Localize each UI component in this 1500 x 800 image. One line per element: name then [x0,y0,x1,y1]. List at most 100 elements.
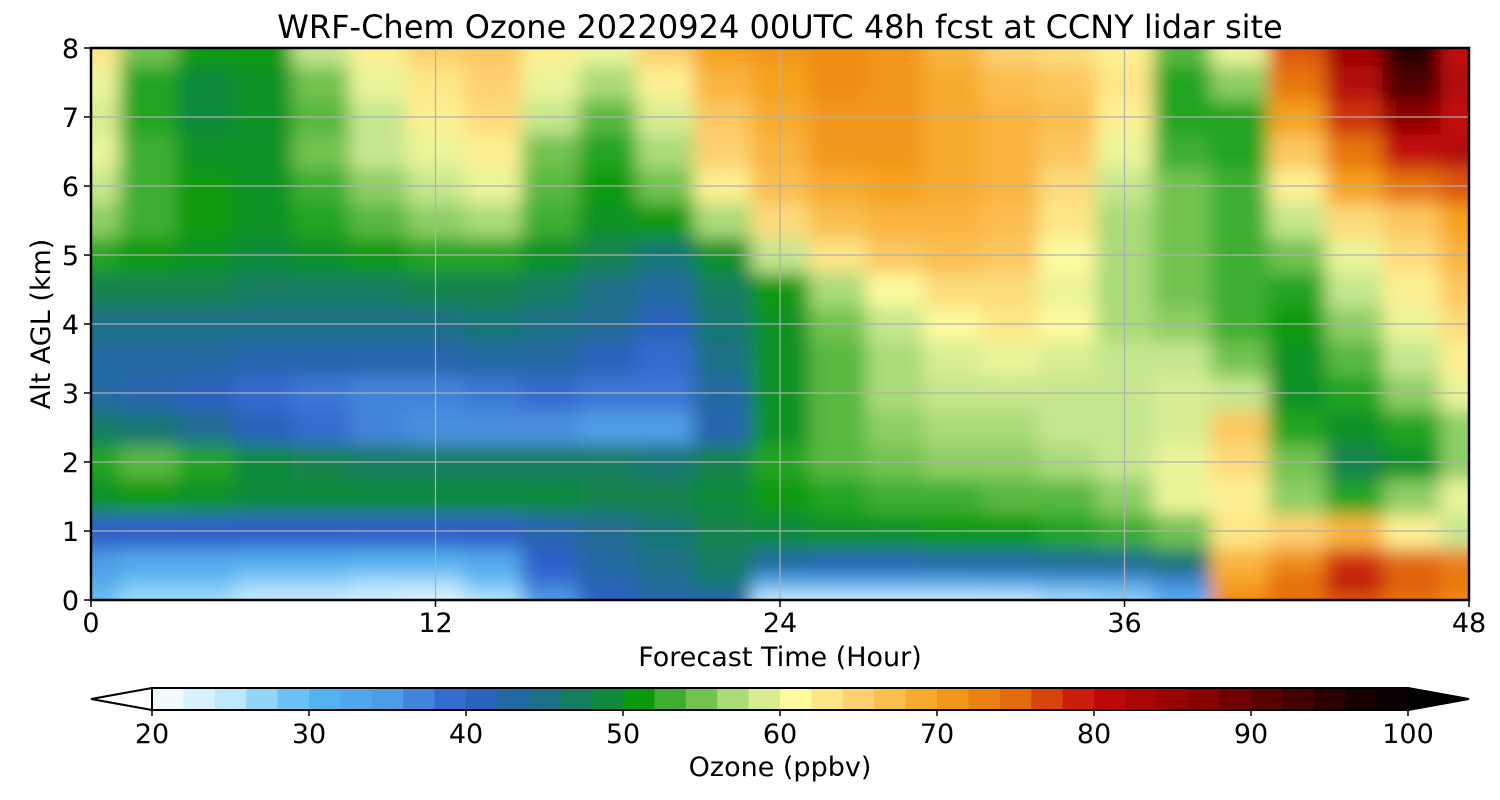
ozone-cell [119,548,178,575]
ozone-cell [119,134,178,170]
colorbar-band [717,688,749,710]
ozone-cell [1382,134,1441,170]
ozone-cell [693,48,752,66]
ozone-cell [1440,272,1469,308]
ozone-cell [1382,591,1441,600]
ozone-cell [981,134,1039,170]
ozone-cell [1325,574,1384,592]
ozone-cell [234,341,293,377]
ozone-cell [119,272,178,308]
colorbar-band [654,688,687,710]
ozone-cell [177,574,236,592]
ozone-cell [1210,134,1269,170]
ozone-cell [234,479,293,515]
ozone-cell [981,591,1039,600]
ozone-cell [349,548,408,575]
ozone-cell [1038,341,1097,377]
ozone-cell [866,203,925,239]
ozone-cell [464,548,523,575]
ozone-cell [464,272,523,308]
ozone-cell [349,479,408,515]
ozone-cell [91,479,121,515]
ozone-cell [1268,341,1326,377]
colorbar-band [1156,688,1189,710]
ozone-cell [923,591,982,600]
ozone-cell [177,410,236,446]
ozone-cell [177,65,236,101]
colorbar-band [811,688,844,710]
ozone-cell [464,48,523,66]
ozone-cell [636,574,695,592]
ozone-cell [1153,272,1212,308]
colorbar-band [937,688,969,710]
ozone-cell [866,341,925,377]
ozone-cell [349,65,408,101]
ozone-cell [1153,410,1212,446]
ozone-cell [808,574,867,592]
colorbar-band [1313,688,1346,710]
ozone-cell [1268,134,1326,170]
ozone-cell [292,203,350,239]
ozone-cell [1382,48,1441,66]
ozone-cell [292,479,350,515]
ozone-cell [579,591,637,600]
ozone-cell [923,272,982,308]
ozone-cell [119,591,178,600]
ozone-cell [923,65,982,101]
ozone-cell [177,479,236,515]
ozone-cell [693,341,752,377]
ozone-cell [1382,410,1441,446]
ozone-cell [177,341,236,377]
colorbar-band [560,688,592,710]
y-tick-label: 5 [62,241,79,272]
ozone-cell [981,65,1039,101]
ozone-cell [91,272,121,308]
ozone-cell [464,410,523,446]
colorbar-band [497,688,530,710]
ozone-cell [981,341,1039,377]
x-tick-label: 36 [1107,608,1141,639]
ozone-cell [1325,134,1384,170]
ozone-cell [981,410,1039,446]
ozone-cell [808,479,867,515]
ozone-cell [91,548,121,575]
ozone-cell [1325,272,1384,308]
ozone-cell [464,479,523,515]
ozone-cell [808,548,867,575]
ozone-cell [866,48,925,66]
ozone-cell [1268,410,1326,446]
ozone-cell [521,574,580,592]
ozone-cell [464,591,523,600]
ozone-cell [1382,65,1441,101]
ozone-cell [579,341,637,377]
ozone-cell [1153,65,1212,101]
colorbar-band [748,688,781,710]
ozone-cell [292,48,350,66]
ozone-cell [292,65,350,101]
ozone-cell [349,574,408,592]
chart-title: WRF-Chem Ozone 20220924 00UTC 48h fcst a… [277,8,1282,46]
x-tick-label: 48 [1452,608,1486,639]
ozone-cell [1210,203,1269,239]
ozone-cell [234,272,293,308]
ozone-cell [808,65,867,101]
colorbar: 20 30 40 50 60 70 80 90 100 Ozone (ppbv) [90,686,1470,783]
ozone-cell [177,272,236,308]
ozone-cell [636,65,695,101]
colorbar-band [277,688,310,710]
ozone-cell [923,341,982,377]
colorbar-band [905,688,938,710]
ozone-cell [579,65,637,101]
ozone-cell [1210,341,1269,377]
ozone-cell [1268,574,1326,592]
colorbar-band [623,688,655,710]
ozone-cell [119,203,178,239]
ozone-cell [1325,479,1384,515]
ozone-cell [1382,574,1441,592]
ozone-cell [521,591,580,600]
colorbar-band [1345,688,1377,710]
colorbar-band [214,688,247,710]
ozone-cell [923,134,982,170]
ozone-cell [693,591,752,600]
